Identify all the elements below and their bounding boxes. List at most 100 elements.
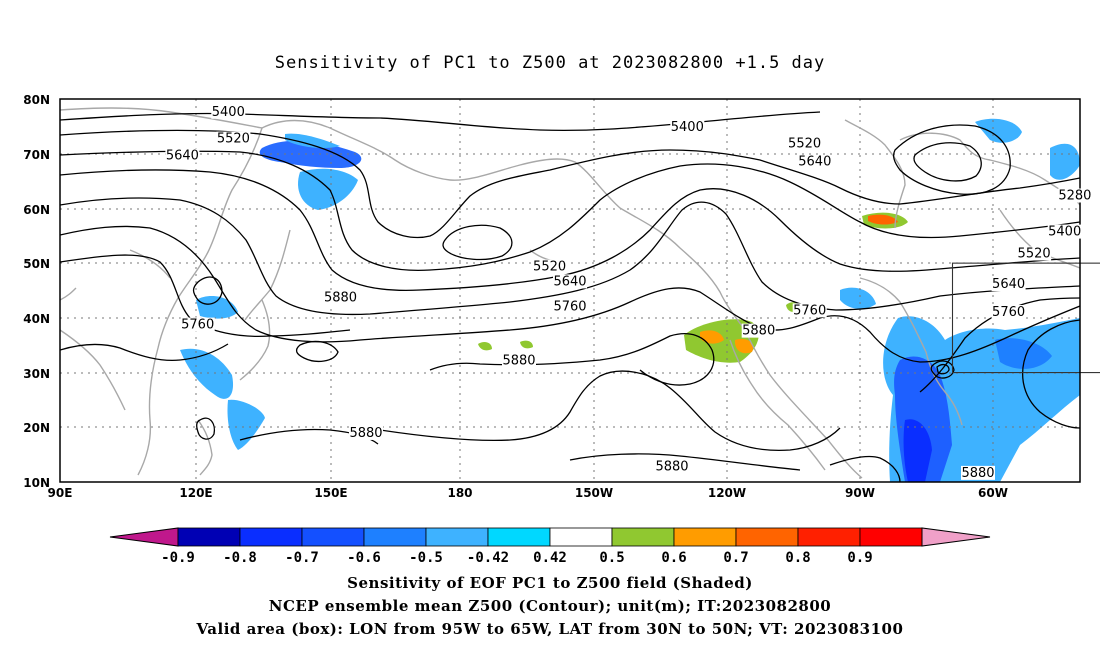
lat-label-20n: 20N bbox=[23, 421, 50, 435]
lon-label-120e: 120E bbox=[179, 486, 212, 500]
lon-label-60w: 60W bbox=[978, 486, 1008, 500]
colorbar-tick-label: 0.8 bbox=[785, 550, 810, 566]
colorbar-swatch bbox=[859, 527, 923, 547]
colorbar-tick-label: -0.7 bbox=[285, 550, 319, 566]
lat-label-50n: 50N bbox=[23, 257, 50, 271]
lat-label-30n: 30N bbox=[23, 367, 50, 381]
z500-contours bbox=[60, 111, 1080, 482]
colorbar-tick-label: 0.7 bbox=[723, 550, 748, 566]
colorbar-swatch bbox=[363, 527, 427, 547]
contour-label-bg bbox=[532, 259, 567, 274]
valid-area-box bbox=[951, 262, 1100, 374]
colorbar-tick-label: 0.42 bbox=[533, 550, 567, 566]
contour-label-bg bbox=[792, 303, 827, 318]
contour-label-bg bbox=[165, 148, 200, 163]
coastlines bbox=[60, 107, 1080, 479]
colorbar-swatch bbox=[239, 527, 303, 547]
contour-label-bg bbox=[553, 299, 587, 314]
shade-negative-japan bbox=[180, 348, 234, 399]
contour-label: 5880 bbox=[655, 459, 688, 474]
shade-negative-philippine bbox=[227, 399, 265, 450]
contour-label-bg bbox=[797, 154, 832, 169]
contour-label-bg bbox=[670, 120, 705, 135]
colorbar-tick-label: -0.42 bbox=[467, 550, 509, 566]
colorbar-swatch bbox=[797, 527, 861, 547]
sensitivity-shading bbox=[180, 118, 1080, 482]
contour-label-bg bbox=[216, 131, 251, 146]
colorbar-swatch bbox=[177, 527, 241, 547]
contour-label: 5640 bbox=[166, 149, 199, 164]
colorbar-swatch bbox=[735, 527, 799, 547]
contour-label: 5880 bbox=[502, 354, 535, 369]
lon-label-180: 180 bbox=[447, 486, 472, 500]
contour-label-bg bbox=[1017, 246, 1052, 261]
shade-negative-okhotsk bbox=[259, 140, 362, 168]
contour-label-bg bbox=[1057, 188, 1092, 203]
shade-positive-hudson-core bbox=[868, 214, 898, 225]
shade-negative-okhotsk-light bbox=[298, 168, 358, 210]
contour-label-bg bbox=[741, 323, 776, 338]
colorbar-tick-label: 0.9 bbox=[847, 550, 872, 566]
contour-label: 5640 bbox=[798, 155, 831, 170]
colorbar-swatch bbox=[611, 527, 675, 547]
figure-title: Sensitivity of PC1 to Z500 at 2023082800… bbox=[275, 53, 826, 73]
shade-positive-pacific-orange bbox=[700, 330, 724, 344]
colorbar-swatch bbox=[673, 527, 737, 547]
colorbar-swatch bbox=[425, 527, 489, 547]
colorbar-tick-label: -0.8 bbox=[223, 550, 257, 566]
colorbar-tick-label: 0.6 bbox=[661, 550, 686, 566]
contour-label: 5760 bbox=[181, 318, 214, 333]
colorbar-swatch bbox=[487, 527, 551, 547]
contour-label: 5640 bbox=[992, 277, 1025, 292]
contour-label: 5880 bbox=[349, 426, 382, 441]
shade-positive-small-2 bbox=[478, 341, 492, 351]
contour-label: 5760 bbox=[793, 303, 826, 318]
shade-negative-sea bbox=[196, 296, 238, 319]
contour-label: 5400 bbox=[1048, 225, 1081, 240]
contour-label: 5520 bbox=[788, 137, 821, 152]
contour-label-bg bbox=[211, 104, 246, 119]
contour-label-bg bbox=[1047, 224, 1082, 239]
lon-label-90e: 90E bbox=[48, 486, 73, 500]
contour-label: 5280 bbox=[1058, 188, 1091, 203]
shade-negative-east-us-core bbox=[903, 419, 932, 482]
colorbar-tick-label: -0.5 bbox=[409, 550, 443, 566]
contour-label: 5880 bbox=[324, 290, 357, 305]
contour-label: 5400 bbox=[212, 105, 245, 120]
contour-label: 5760 bbox=[992, 305, 1025, 320]
contour-label: 5880 bbox=[961, 466, 994, 481]
shade-positive-small-3 bbox=[520, 340, 533, 349]
contour-label: 5520 bbox=[1018, 246, 1051, 261]
shade-negative-hudson bbox=[840, 287, 876, 309]
lat-lon-grid bbox=[60, 99, 1080, 482]
colorbar: -0.9 -0.8 -0.7 -0.6 -0.5 -0.42 0.42 0.5 0.6 0.7 0.… bbox=[109, 527, 991, 566]
contour-label-bg bbox=[991, 277, 1026, 292]
lon-label-90w: 90W bbox=[845, 486, 875, 500]
contour-label-bg bbox=[323, 290, 358, 305]
shade-negative-okhotsk-edge bbox=[285, 133, 340, 148]
contour-label-bg bbox=[991, 305, 1026, 320]
contour-label-bg bbox=[553, 274, 587, 289]
lat-label-40n: 40N bbox=[23, 312, 50, 326]
contour-label: 5520 bbox=[533, 260, 566, 275]
lon-axis-labels: 90E 120E 150E 180 150W 120W 90W 60W bbox=[48, 486, 1008, 500]
colorbar-tick-label: -0.6 bbox=[347, 550, 381, 566]
contour-label: 5880 bbox=[742, 324, 775, 339]
map-panel: 5400540055205640552056405280540055205640… bbox=[59, 98, 1100, 483]
shade-negative-atlantic-east bbox=[995, 338, 1052, 369]
contour-label: 5520 bbox=[217, 132, 250, 147]
lon-label-150w: 150W bbox=[575, 486, 613, 500]
contour-label-bg bbox=[787, 136, 822, 151]
lon-label-120w: 120W bbox=[708, 486, 746, 500]
contour-label-bg bbox=[502, 353, 536, 368]
lat-label-10n: 10N bbox=[23, 476, 50, 490]
contour-label: 5640 bbox=[553, 274, 586, 289]
caption-line-2: NCEP ensemble mean Z500 (Contour); unit(… bbox=[269, 597, 831, 615]
contour-labels: 5400540055205640552056405280540055205640… bbox=[165, 104, 1092, 481]
contour-label: 5760 bbox=[553, 300, 586, 315]
contour-label-bg bbox=[349, 425, 383, 440]
colorbar-high-triangle bbox=[921, 527, 991, 547]
map-frame bbox=[59, 98, 1081, 483]
colorbar-swatch bbox=[549, 527, 613, 547]
caption-line-3: Valid area (box): LON from 95W to 65W, L… bbox=[196, 620, 904, 638]
